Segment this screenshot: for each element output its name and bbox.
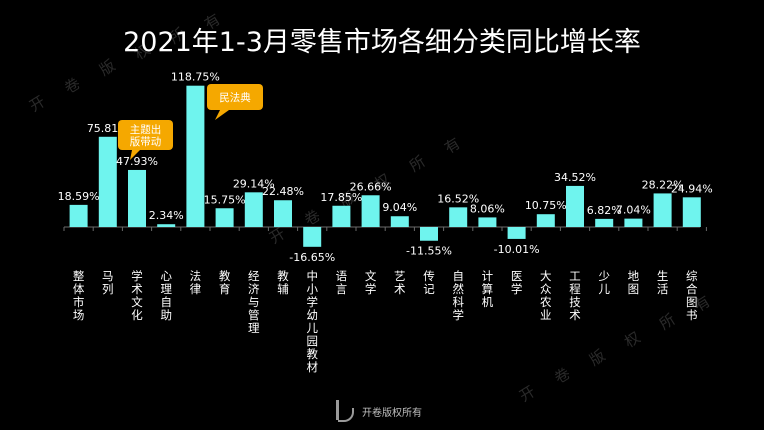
callout-tail (215, 110, 229, 120)
bar (186, 85, 205, 227)
category-label: 传记 (423, 269, 435, 296)
watermark-char: 所 (656, 310, 678, 333)
data-label: 10.75% (525, 199, 567, 212)
chart-title: 2021年1-3月零售市场各细分类同比增长率 (123, 27, 641, 58)
watermark-char: 卷 (61, 74, 83, 97)
category-label: 教育 (219, 269, 231, 296)
data-label: 18.59% (58, 190, 100, 203)
data-label: -16.65% (289, 251, 335, 264)
data-label: 9.04% (382, 201, 417, 214)
bar (420, 227, 438, 241)
callout-tail (130, 150, 140, 160)
bar (478, 217, 497, 227)
data-label: 34.52% (554, 171, 596, 184)
category-label: 语言 (336, 269, 348, 296)
data-label: 47.93% (116, 155, 158, 168)
bar (536, 214, 555, 227)
category-label: 经济与管理 (248, 269, 260, 335)
category-label: 文学 (365, 269, 377, 296)
watermark-char: 版 (586, 346, 608, 369)
category-label: 艺术 (394, 269, 406, 296)
category-label: 马列 (102, 269, 114, 296)
bar (303, 227, 322, 247)
bar (390, 216, 409, 227)
category-label: 自然科学 (452, 269, 464, 322)
bars-group: 18.59%整体市场75.81%马列47.93%学术文化2.34%心理自助118… (58, 71, 713, 374)
bar (244, 192, 263, 227)
watermark-char: 开 (26, 92, 48, 115)
callout-text: 主题出版带动 (130, 123, 162, 148)
data-label: 17.85% (320, 191, 362, 204)
bar (69, 204, 88, 227)
bar (682, 197, 701, 227)
data-label: 118.75% (171, 71, 220, 84)
category-label: 中小学幼儿园教材 (306, 269, 318, 374)
watermark-char: 开 (516, 382, 538, 405)
footer: 开卷版权所有 (332, 400, 422, 422)
watermark-char: 版 (96, 56, 118, 79)
callout-text: 民法典 (219, 91, 251, 104)
data-label: 7.04% (616, 204, 651, 217)
data-label: -11.55% (406, 245, 452, 258)
category-label: 心理自助 (160, 269, 172, 322)
callout-box (118, 120, 173, 150)
data-label: 26.66% (350, 180, 392, 193)
watermark-char: 开 (266, 224, 288, 247)
category-label: 学术文化 (131, 269, 143, 322)
bar (566, 185, 584, 227)
category-label: 法律 (190, 269, 202, 296)
category-label: 生活 (657, 269, 669, 296)
data-label: -10.01% (494, 243, 540, 256)
bar (361, 195, 380, 227)
bar (157, 224, 176, 227)
data-label: 2.34% (149, 209, 184, 222)
category-label: 少儿 (598, 269, 610, 296)
category-label: 整体市场 (73, 269, 85, 322)
watermark-char: 卷 (301, 206, 323, 229)
watermark-char: 卷 (551, 364, 573, 387)
bar (624, 218, 643, 227)
bar (332, 205, 351, 227)
data-label: 29.14% (233, 177, 275, 190)
category-label: 计算机 (482, 269, 494, 309)
category-label: 工程技术 (569, 269, 581, 322)
bar (449, 207, 468, 227)
category-label: 综合图书 (686, 269, 698, 322)
data-label: 16.52% (437, 192, 479, 205)
bar (128, 169, 146, 227)
bar (507, 227, 526, 239)
bar (274, 200, 292, 227)
data-label: 22.48% (262, 185, 304, 198)
bar (98, 136, 117, 227)
footer-text: 开卷版权所有 (362, 407, 422, 419)
category-label: 大众农业 (540, 269, 552, 322)
bar (653, 193, 672, 227)
bar (215, 208, 234, 227)
category-label: 教辅 (277, 269, 289, 296)
data-label: 24.94% (671, 182, 713, 195)
data-label: 15.75% (204, 193, 246, 206)
brand-logo-icon (332, 400, 354, 422)
watermark-char: 所 (406, 152, 428, 175)
callouts-group: 主题出版带动 民法典 (118, 84, 263, 160)
data-label: 6.82% (587, 204, 622, 217)
category-label: 医学 (511, 269, 523, 296)
watermark-char: 权 (621, 328, 643, 351)
bar (595, 218, 614, 227)
category-label: 地图 (628, 269, 640, 296)
watermark-char: 有 (441, 134, 463, 157)
data-label: 28.22% (642, 178, 684, 191)
callout-box (207, 84, 263, 110)
data-label: 8.06% (470, 202, 505, 215)
